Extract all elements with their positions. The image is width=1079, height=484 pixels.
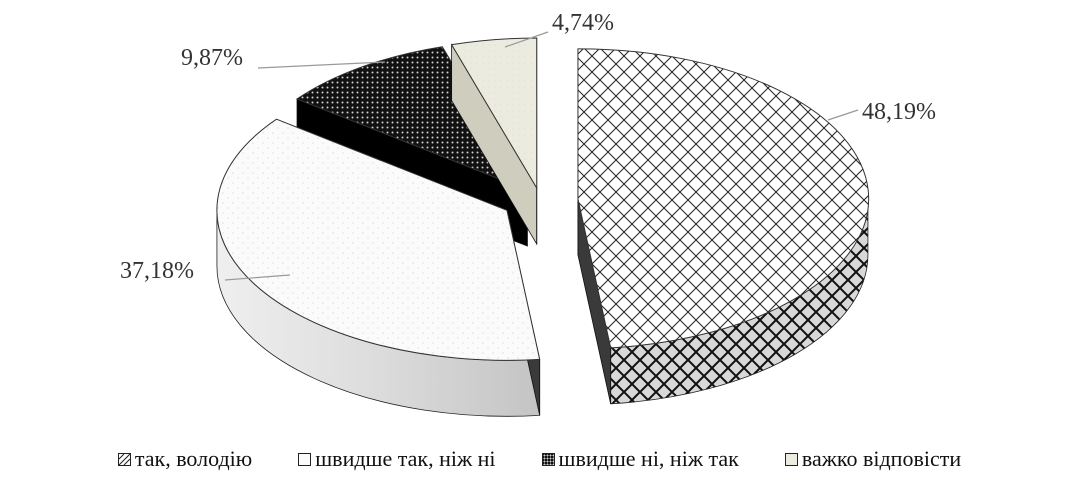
slice-tak-volodiyu-top [577,48,870,349]
legend-swatch-diamond-icon [117,452,131,466]
slices-layer [216,37,870,417]
data-label-tak-volodiyu: 48,19% [862,99,936,125]
slice-shvydshe-tak [216,118,541,417]
slice-shvydshe-ni-top [295,46,529,192]
legend-swatch-beige-icon [784,452,798,466]
leader-line-shvydshe-ni [257,61,386,69]
leader-line-vazhko [504,31,549,48]
legend: так, володію швидше так, ніж ні швидше н… [0,446,1079,472]
leader-line-shvydshe-tak [224,274,291,281]
slice-tak-volodiyu [577,48,870,405]
legend-label: швидше ні, ніж так [558,446,739,471]
legend-item-shvydshe-ni: швидше ні, ніж так [541,446,739,472]
data-labels: 48,19% 37,18% 9,87% 4,74% [120,10,936,284]
legend-swatch-light-icon [298,452,312,466]
leader-lines [224,31,859,281]
legend-label: важко відповісти [801,446,962,471]
legend-swatch-dark-icon [541,452,555,466]
leader-line-tak-volodiyu [827,109,859,121]
data-label-shvydshe-tak: 37,18% [120,258,194,284]
slice-shvydshe-tak-top [216,118,541,361]
legend-item-vazhko: важко відповісти [784,446,962,472]
legend-label: швидше так, ніж ні [315,446,496,471]
slice-vazhko-top [450,37,538,190]
data-label-shvydshe-ni: 9,87% [181,45,243,71]
slice-vazhko [450,37,538,246]
legend-item-tak-volodiyu: так, володію [117,446,253,472]
data-label-vazhko: 4,74% [552,10,614,36]
legend-label: так, володію [134,446,253,471]
legend-item-shvydshe-tak: швидше так, ніж ні [298,446,496,472]
